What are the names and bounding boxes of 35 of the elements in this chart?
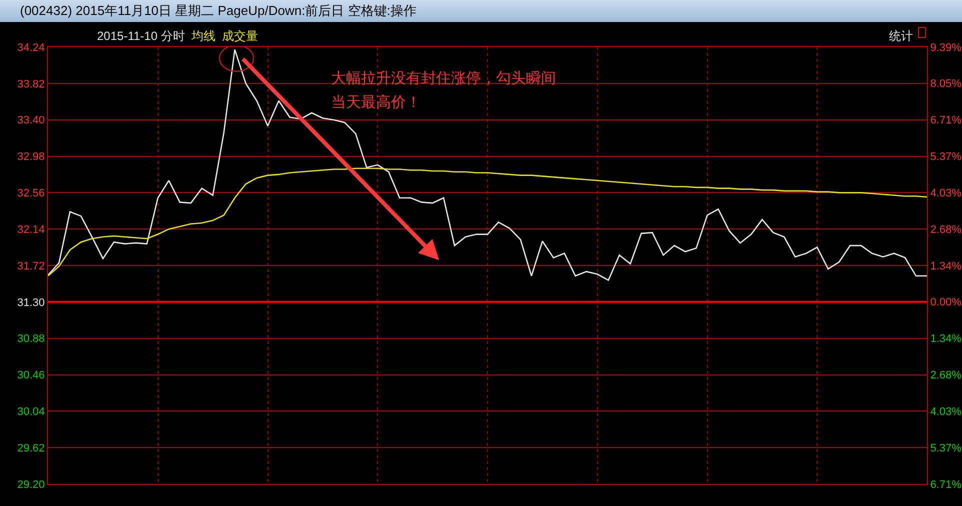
annotation: 大幅拉升没有封住涨停，勾头瞬间 [331, 70, 556, 87]
y2-tick-label: 1.34% [930, 260, 962, 272]
y-tick-label: 31.72 [17, 260, 45, 272]
y-tick-label: 32.98 [17, 151, 45, 164]
y2-tick-label: 4.03% [930, 187, 962, 200]
chart-subtitle: 2015-11-10 分时 [97, 29, 185, 43]
y-tick-label: 29.20 [17, 478, 45, 491]
y2-tick-label: 9.39% [930, 42, 962, 54]
line-series [48, 48, 927, 281]
y-tick-label: 33.40 [17, 114, 45, 127]
y2-tick-label: 5.37% [930, 150, 962, 163]
y-tick-label: 31.30 [17, 296, 45, 309]
y2-tick-label: 5.37% [930, 442, 962, 454]
y-tick-label: 30.88 [17, 333, 45, 346]
y-tick-label: 33.82 [17, 78, 45, 90]
annotation: 当天最高价！ [331, 94, 421, 111]
y2-tick-label: 8.05% [930, 78, 962, 90]
y2-tick-label: 6.71% [930, 478, 962, 491]
y-tick-label: 30.04 [17, 406, 45, 418]
y-tick-label: 30.46 [17, 370, 45, 382]
line-series [48, 168, 927, 277]
y2-tick-label: 6.71% [930, 114, 962, 127]
y2-tick-label: 2.68% [930, 369, 962, 382]
y-tick-label: 34.24 [17, 42, 45, 54]
y-tick-label: 32.14 [17, 224, 45, 236]
text: 均线 [190, 29, 216, 43]
y2-tick-label: 2.68% [930, 224, 962, 236]
y-tick-label: 29.62 [17, 442, 45, 454]
text: 成交量 [222, 29, 258, 43]
chart-title: (002432) 2015年11月10日 星期二 PageUp/Down:前后日 空格键:操作 [0, 0, 962, 22]
text: 统计 [889, 29, 913, 43]
y2-tick-label: 1.34% [930, 333, 962, 346]
y-tick-label: 32.56 [17, 188, 45, 200]
y2-tick-label: 4.03% [930, 406, 962, 418]
y2-tick-label: 0.00% [930, 296, 962, 309]
